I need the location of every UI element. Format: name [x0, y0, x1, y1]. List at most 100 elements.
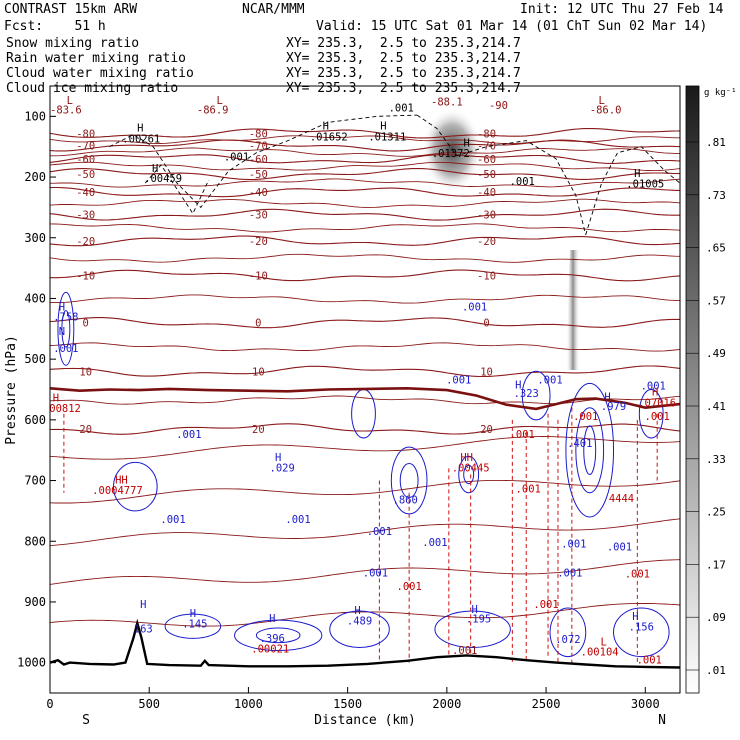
- cloud-ice-shading-plume: [566, 250, 580, 370]
- contour-annotation: .001: [397, 581, 422, 593]
- temperature-contour: [50, 317, 680, 329]
- temperature-contour-minor: [50, 147, 680, 157]
- contour-annotation: .01005: [626, 178, 664, 190]
- temperature-contour-label: -80: [249, 128, 268, 140]
- contour-annotation: H: [53, 393, 59, 405]
- colorbar-tick-label: .49: [706, 347, 726, 360]
- contour-annotation: .01372: [432, 148, 470, 160]
- x-axis: 0 500 1000 1500 2000 2500 3000: [46, 687, 660, 711]
- north-label: N: [658, 713, 666, 728]
- cloud-water-contour: [549, 607, 587, 658]
- temperature-contour-label: -60: [249, 154, 268, 166]
- contour-annotation: .029: [270, 462, 295, 474]
- colorbar-tick-label: .41: [706, 400, 726, 413]
- temperature-contour-lower: [50, 518, 680, 547]
- cloud-water-contour: [463, 464, 475, 485]
- temperature-contour-label: 10: [79, 366, 92, 378]
- contour-annotation: L: [67, 95, 73, 107]
- contour-annotation: -86.9: [197, 104, 229, 116]
- temperature-contour-label: 0: [255, 318, 261, 330]
- contour-annotation: .001: [537, 374, 562, 386]
- cloud-water-contour: [565, 382, 615, 518]
- snow-contour: [416, 114, 587, 235]
- x-tick-label: 3000: [631, 697, 660, 711]
- cloud-water-contour: [434, 610, 511, 648]
- temperature-contour-label: -20: [249, 236, 268, 248]
- temperature-contour-label: -80: [76, 128, 95, 140]
- contour-annotation: .01652: [310, 132, 348, 144]
- contour-annotation: .001: [53, 343, 78, 355]
- header-init: Init: 12 UTC Thu 27 Feb 14: [520, 2, 724, 17]
- y-tick-label: 100: [24, 109, 46, 123]
- temperature-contour-label: -20: [76, 236, 95, 248]
- temperature-contour-label: -40: [477, 187, 496, 199]
- y-tick-label: 200: [24, 170, 46, 184]
- y-tick-label: 500: [24, 352, 46, 366]
- contour-annotation: .860: [393, 495, 418, 507]
- contour-annotation: H: [471, 604, 477, 616]
- contour-annotation: .758: [53, 311, 78, 323]
- contour-annotation: .195: [466, 614, 491, 626]
- cloud-water-contour: [458, 455, 480, 494]
- y-tick-label: 700: [24, 474, 46, 488]
- contour-annotation: HH: [115, 475, 128, 487]
- temperature-contour-label: -70: [76, 140, 95, 152]
- header-fcst: Fcst: 51 h: [4, 19, 106, 34]
- temperature-contour: [50, 235, 680, 247]
- y-tick-label: 600: [24, 413, 46, 427]
- contour-annotation: -83.6: [50, 104, 82, 116]
- temperature-contour-minor: [50, 198, 680, 208]
- temperature-contour-minor: [50, 178, 680, 188]
- x-tick-label: 2500: [532, 697, 561, 711]
- temperature-contour: [50, 139, 680, 152]
- cloud-water-contour: [234, 619, 323, 652]
- freezing-level-line: [50, 386, 680, 411]
- colorbar-tick-label: .33: [706, 453, 726, 466]
- y-tick-label: 300: [24, 231, 46, 245]
- x-tick-label: 1000: [234, 697, 263, 711]
- temperature-contour-label: -70: [477, 140, 496, 152]
- temperature-contour-label: -50: [477, 169, 496, 181]
- temperature-contour-label: -50: [249, 169, 268, 181]
- colorbar-tick-label: .73: [706, 189, 726, 202]
- temperature-contour: [50, 423, 680, 435]
- temperature-contour-label: 20: [79, 424, 92, 436]
- contour-annotation: 163: [134, 623, 153, 635]
- cloud-water-contour: [112, 461, 158, 512]
- temperature-contour-label: -10: [76, 270, 95, 282]
- contour-annotation: H: [604, 391, 610, 403]
- temperature-contour-label: 0: [483, 318, 489, 330]
- temperature-contours: -80 -80 -80-70 -70 -70-60 -60 -60-50 -50 -50-40-…: [50, 127, 680, 627]
- header-title: CONTRAST 15km ARW: [4, 2, 137, 17]
- temperature-contour: [50, 127, 680, 139]
- field-cloud-water-xy: XY= 235.3, 2.5 to 235.3,214.7: [286, 66, 521, 81]
- contour-annotation: .001: [285, 514, 310, 526]
- y-tick-label: 400: [24, 291, 46, 305]
- contour-annotation: L: [600, 637, 606, 649]
- temperature-contour: [50, 269, 680, 282]
- contour-annotation: .001: [637, 654, 662, 666]
- contour-annotation: .323: [514, 388, 539, 400]
- contour-annotation: .145: [182, 618, 207, 630]
- contour-annotation: .00021: [251, 643, 289, 655]
- contour-annotation: HH: [460, 452, 473, 464]
- colorbar-tick-label: .57: [706, 294, 726, 307]
- x-tick-label: 2000: [432, 697, 461, 711]
- temperature-contour-label: -50: [76, 169, 95, 181]
- contour-annotation: -86.0: [590, 104, 622, 116]
- field-snow-label: Snow mixing ratio: [6, 36, 139, 51]
- temperature-contour-lower: [50, 559, 680, 585]
- cloud-water-contour: [575, 407, 605, 494]
- contour-annotation: .001: [224, 152, 249, 164]
- contour-annotation: .07016: [638, 397, 676, 409]
- temperature-contour-label: 20: [252, 424, 265, 436]
- contour-annotation: -88.1: [431, 96, 463, 108]
- temperature-contour: [50, 365, 680, 378]
- south-label: S: [82, 713, 90, 728]
- contour-annotation: H: [59, 302, 65, 314]
- temperature-contour-label: -80: [477, 128, 496, 140]
- contour-annotation: .001: [367, 526, 392, 538]
- temperature-contour-label: -10: [249, 270, 268, 282]
- temperature-contour: [50, 186, 680, 198]
